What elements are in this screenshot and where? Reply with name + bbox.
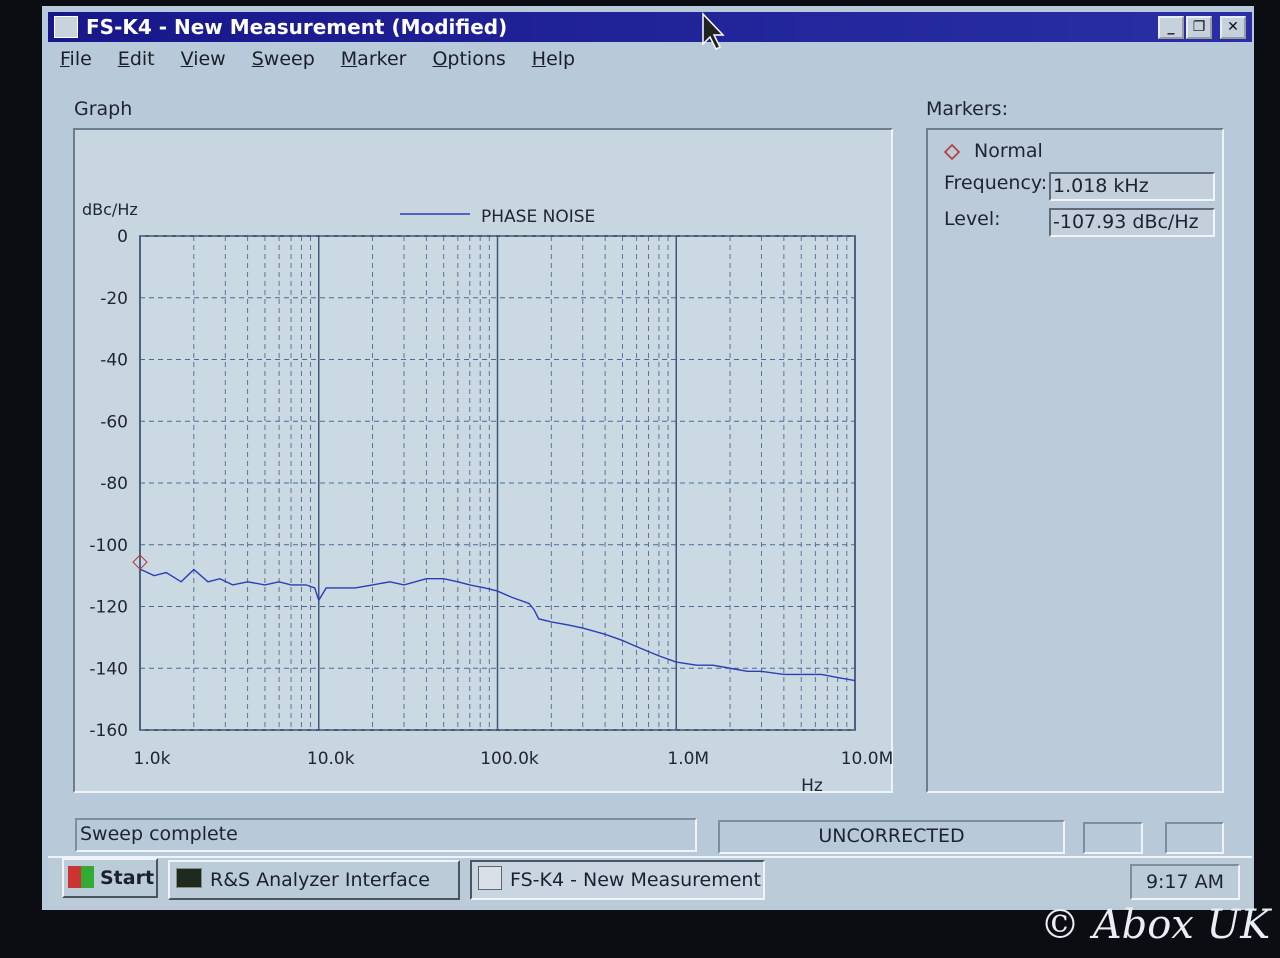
window-title: FS-K4 - New Measurement (Modified) (86, 15, 508, 39)
x-axis-label: Hz (801, 776, 823, 793)
menu-item[interactable]: File (60, 48, 92, 70)
status-correction: UNCORRECTED (718, 820, 1065, 854)
frequency-label: Frequency: (944, 172, 1048, 194)
frequency-field[interactable]: 1.018 kHz (1049, 172, 1215, 201)
minimize-button[interactable]: _ (1158, 16, 1184, 39)
status-pane (1165, 822, 1224, 854)
x-tick-label: 100.0k (480, 749, 539, 769)
menu-bar: File Edit View Sweep Marker Options Help (56, 48, 597, 78)
markers-label: Markers: (926, 98, 1008, 120)
data-line (139, 568, 856, 682)
x-tick-label: 10.0k (307, 749, 355, 769)
taskbar-button[interactable]: R&S Analyzer Interface (168, 860, 460, 900)
menu-item[interactable]: View (180, 48, 226, 70)
level-label: Level: (944, 208, 1001, 230)
status-message: Sweep complete (75, 818, 697, 852)
menu-item[interactable]: Edit (117, 48, 155, 70)
y-tick-label: -100 (89, 536, 128, 556)
level-field[interactable]: -107.93 dBc/Hz (1049, 208, 1215, 237)
app-icon (54, 16, 78, 38)
watermark: © Abox UK (1040, 902, 1271, 948)
taskbar-button[interactable]: FS-K4 - New Measurement... (470, 860, 765, 900)
menu-item[interactable]: Help (531, 48, 576, 70)
y-axis-label: dBc/Hz (82, 200, 138, 219)
graph-label: Graph (74, 98, 133, 120)
menu-item[interactable]: Sweep (251, 48, 315, 70)
x-tick-label: 10.0M (841, 749, 893, 769)
x-tick-label: 1.0k (134, 749, 171, 769)
y-tick-label: -20 (100, 289, 128, 309)
status-pane (1083, 822, 1143, 854)
y-tick-label: -40 (100, 351, 128, 371)
menu-item[interactable]: Marker (340, 48, 407, 70)
menu-item[interactable]: Options (432, 48, 506, 70)
x-tick-label: 1.0M (667, 749, 709, 769)
title-bar: FS-K4 - New Measurement (Modified) (48, 12, 1252, 42)
close-button[interactable]: ✕ (1220, 16, 1246, 39)
y-tick-label: -120 (89, 598, 128, 618)
chart: -160 -140 -120 -100 -80 -60 -40 -20 0 1.0k 10.0k 10… (82, 200, 893, 793)
clock: 9:17 AM (1130, 864, 1240, 900)
mouse-cursor (702, 12, 725, 51)
y-tick-label: -160 (89, 721, 128, 741)
y-tick-label: 0 (117, 227, 128, 247)
y-tick-label: -80 (100, 474, 128, 494)
start-button[interactable]: Start (62, 858, 158, 898)
taskbar-icon (176, 868, 202, 888)
legend-label: PHASE NOISE (481, 207, 595, 227)
restore-button[interactable]: ❐ (1186, 16, 1212, 39)
taskbar-button-label: R&S Analyzer Interface (210, 869, 430, 891)
marker-symbol (132, 554, 148, 570)
start-label: Start (100, 867, 155, 889)
markers-frame (926, 128, 1224, 793)
y-tick-label: -140 (89, 659, 128, 679)
taskbar-button-label: FS-K4 - New Measurement... (510, 869, 765, 891)
y-tick-label: -60 (100, 412, 128, 432)
start-logo (68, 866, 94, 888)
taskbar-icon (478, 866, 502, 890)
marker-type: Normal (974, 140, 1043, 162)
marker-icon (943, 143, 961, 161)
